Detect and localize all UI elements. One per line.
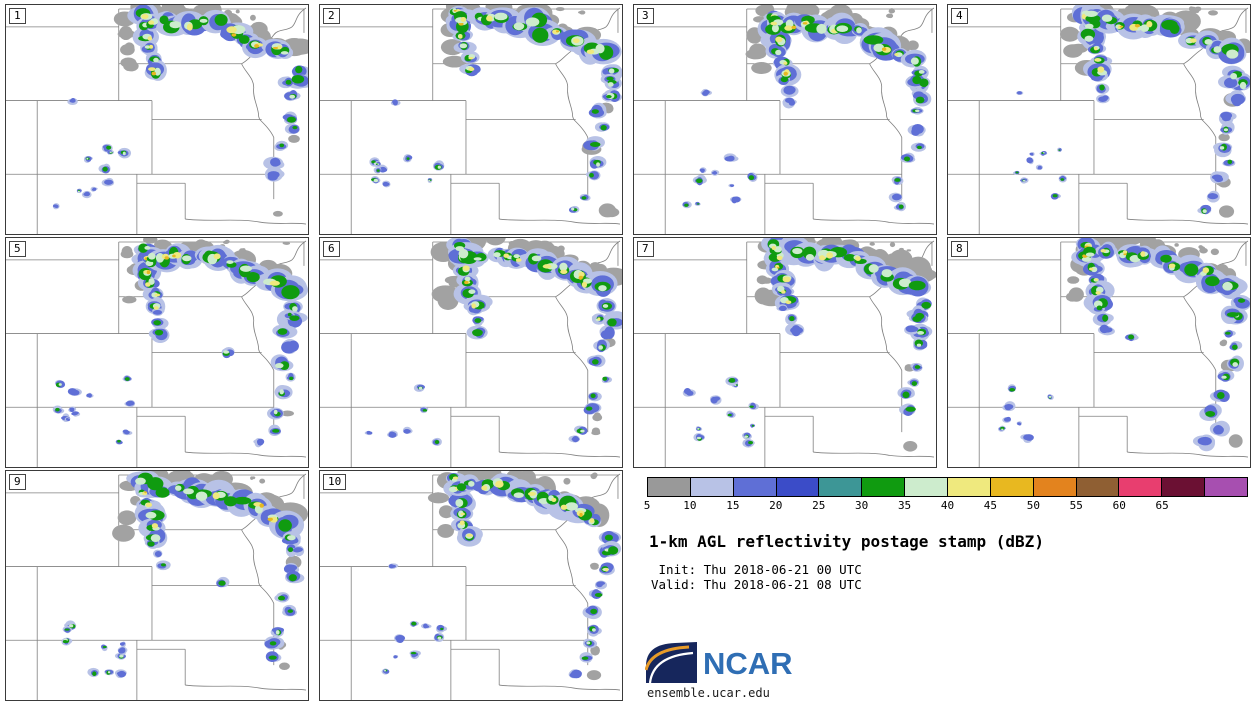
forecast-panel: 1 [5, 4, 309, 235]
colorbar-segment [948, 478, 991, 496]
member-number: 2 [323, 8, 340, 24]
colorbar-tick-label: 60 [1112, 499, 1126, 512]
member-number: 4 [951, 8, 968, 24]
colorbar-tick-label: 50 [1026, 499, 1040, 512]
ncar-logo-arc-orange [645, 645, 690, 671]
forecast-panel: 6 [319, 237, 623, 468]
member-number: 1 [9, 8, 26, 24]
forecast-panel: 10 [319, 470, 623, 701]
forecast-panel: 2 [319, 4, 623, 235]
colorbar-segment [776, 478, 820, 496]
colorbar-tick-label: 10 [683, 499, 697, 512]
forecast-panel: 5 [5, 237, 309, 468]
colorbar-tick-label: 15 [726, 499, 740, 512]
ncar-logo-arc-white [648, 651, 694, 684]
plot-title: 1-km AGL reflectivity postage stamp (dBZ… [649, 532, 1044, 551]
colorbar-tick-label: 45 [983, 499, 998, 512]
colorbar-segment [1076, 478, 1120, 496]
colorbar-tick-label: 5 [643, 499, 651, 512]
reflectivity-map [320, 238, 622, 467]
colorbar-ticks: 5 10 15 20 25 30 35 40 45 50 55 60 65 [643, 499, 1248, 513]
colorbar-segment [733, 478, 777, 496]
reflectivity-map [6, 5, 308, 234]
colorbar-segment [1119, 478, 1163, 496]
colorbar-segment [1162, 478, 1206, 496]
valid-time: Valid: Thu 2018-06-21 08 UTC [651, 577, 862, 592]
colorbar-segment [690, 478, 734, 496]
colorbar [647, 477, 1248, 497]
init-time: Init: Thu 2018-06-21 00 UTC [651, 562, 862, 577]
reflectivity-map [320, 5, 622, 234]
colorbar-segment [862, 478, 906, 496]
reflectivity-map [634, 238, 936, 467]
colorbar-tick-label: 55 [1069, 499, 1083, 512]
reflectivity-map [6, 238, 308, 467]
forecast-panel: 8 [947, 237, 1251, 468]
colorbar-tick-label: 35 [897, 499, 912, 512]
member-number: 8 [951, 241, 968, 257]
colorbar-tick-label: 65 [1155, 499, 1169, 512]
colorbar-tick-label: 30 [855, 499, 869, 512]
member-number: 6 [323, 241, 340, 257]
colorbar-tick-label: 25 [812, 499, 826, 512]
colorbar-tick-label: 20 [769, 499, 783, 512]
member-number: 9 [9, 474, 26, 490]
reflectivity-map [948, 5, 1250, 234]
member-number: 5 [9, 241, 26, 257]
colorbar-segment [819, 478, 863, 496]
colorbar-segment [905, 478, 949, 496]
forecast-panel: 4 [947, 4, 1251, 235]
forecast-panel: 7 [633, 237, 937, 468]
ncar-logo-mark [646, 642, 697, 683]
colorbar-segment [1205, 478, 1248, 496]
colorbar-tick-label: 40 [940, 499, 955, 512]
site-url: ensemble.ucar.edu [647, 686, 770, 700]
reflectivity-map [634, 5, 935, 234]
legend: 5 10 15 20 25 30 35 40 45 50 55 60 65 [643, 477, 1248, 513]
colorbar-segment [990, 478, 1034, 496]
colorbar-segment [1033, 478, 1077, 496]
forecast-panel: 3 [633, 4, 937, 235]
reflectivity-map [320, 471, 622, 700]
member-number: 3 [637, 8, 654, 24]
reflectivity-map [948, 238, 1250, 467]
ncar-logo-text: NCAR [703, 646, 793, 681]
reflectivity-map [6, 471, 308, 700]
ncar-logo: NCAR [645, 642, 793, 684]
member-number: 7 [637, 241, 654, 257]
forecast-panel: 9 [5, 470, 309, 701]
colorbar-segment [648, 478, 691, 496]
member-number: 10 [323, 474, 347, 490]
